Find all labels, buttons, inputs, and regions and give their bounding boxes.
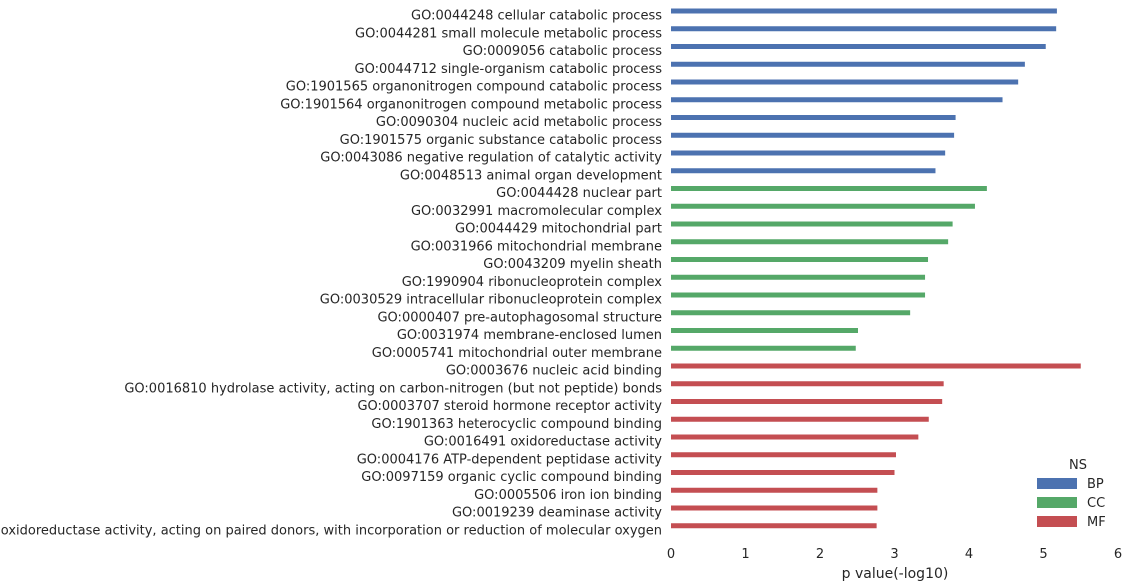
bar-mf <box>671 523 877 529</box>
bar-cc <box>671 257 929 262</box>
bar-mf <box>671 416 929 422</box>
bar-cc <box>671 328 858 333</box>
bar-bp <box>671 8 1057 14</box>
bar-bp <box>671 132 955 138</box>
y-tick-label: GO:1901565 organonitrogen compound catab… <box>286 80 662 95</box>
y-tick-label: GO:1901363 heterocyclic compound binding <box>371 417 662 432</box>
y-tick-label: GO:0004176 ATP-dependent peptidase activ… <box>357 452 663 467</box>
bar-bp <box>671 79 1019 85</box>
y-tick-label: GO:0030529 intracellular ribonucleoprote… <box>320 293 663 308</box>
y-tick-label: GO:0019239 deaminase activity <box>452 506 662 521</box>
y-tick-label: GO:0044281 small molecule metabolic proc… <box>355 26 662 41</box>
y-tick-label: GO:0097159 organic cyclic compound bindi… <box>361 470 662 485</box>
legend-swatch <box>1037 497 1077 508</box>
x-tick-label: 0 <box>667 547 675 562</box>
y-tick-label: GO:0044712 single-organism catabolic pro… <box>355 62 663 77</box>
legend-item-cc: CC <box>1037 496 1105 511</box>
bar-mf <box>671 505 878 511</box>
x-tick-labels: 0 1 2 3 4 5 6 <box>667 547 1122 562</box>
bar-cc <box>671 310 911 316</box>
y-tick-label: GO:0044428 nuclear part <box>496 186 662 201</box>
x-tick-label: 1 <box>741 547 749 562</box>
x-tick-label: 2 <box>816 547 824 562</box>
y-tick-label: GO:0031974 membrane-enclosed lumen <box>397 328 662 343</box>
y-tick-label: GO:0043209 myelin sheath <box>483 257 662 272</box>
y-tick-label: GO:0000407 pre-autophagosomal structure <box>377 310 662 325</box>
y-tick-label: GO:0048513 animal organ development <box>400 168 662 183</box>
legend-label: MF <box>1087 515 1106 530</box>
y-tick-label: GO:0031966 mitochondrial membrane <box>411 239 662 254</box>
x-tick-label: 5 <box>1039 547 1047 562</box>
x-tick-label: 6 <box>1114 547 1122 562</box>
y-tick-label: GO:0044429 mitochondrial part <box>455 222 662 237</box>
bar-bp <box>671 26 1057 32</box>
bar-bp <box>671 61 1025 67</box>
bar-cc <box>671 292 926 298</box>
bar-bp <box>671 115 956 120</box>
bar-cc <box>671 186 987 191</box>
y-tick-label: GO:0016491 oxidoreductase activity <box>424 435 662 450</box>
bar-mf <box>671 399 943 404</box>
y-tick-label: GO:0090304 nucleic acid metabolic proces… <box>376 115 662 130</box>
x-tick-label: 3 <box>890 547 898 562</box>
bars-layer <box>671 8 1081 529</box>
bar-cc <box>671 221 953 227</box>
bar-mf <box>671 363 1081 369</box>
legend-title: NS <box>1069 458 1087 473</box>
bar-cc <box>671 203 975 209</box>
y-tick-label: GO:0003676 nucleic acid binding <box>446 364 662 379</box>
x-axis-label: p value(-log10) <box>842 566 949 582</box>
legend-label: CC <box>1087 496 1105 511</box>
legend-label: BP <box>1087 477 1104 492</box>
y-tick-label: GO:0005506 iron ion binding <box>474 488 662 503</box>
x-tick-label: 4 <box>965 547 973 562</box>
legend-swatch <box>1037 516 1077 527</box>
y-tick-label: GO:0016705 oxidoreductase activity, acti… <box>0 523 662 538</box>
bar-mf <box>671 434 919 440</box>
y-tick-label: GO:1901564 organonitrogen compound metab… <box>280 97 662 112</box>
y-tick-labels: GO:0044248 cellular catabolic process GO:… <box>0 9 662 539</box>
bar-mf <box>671 381 944 387</box>
y-tick-label: GO:0009056 catabolic process <box>463 44 663 59</box>
legend: NS BP CC MF <box>1037 458 1106 530</box>
bar-mf <box>671 487 878 493</box>
bar-bp <box>671 150 946 156</box>
y-tick-label: GO:0005741 mitochondrial outer membrane <box>372 346 662 361</box>
y-tick-label: GO:0032991 macromolecular complex <box>411 204 662 219</box>
y-tick-label: GO:0044248 cellular catabolic process <box>411 9 662 24</box>
bar-cc <box>671 345 856 351</box>
bar-bp <box>671 44 1046 49</box>
y-tick-label: GO:0003707 steroid hormone receptor acti… <box>357 399 662 414</box>
bar-mf <box>671 452 896 458</box>
legend-item-mf: MF <box>1037 515 1106 530</box>
y-tick-label: GO:0043086 negative regulation of cataly… <box>320 151 662 166</box>
y-tick-label: GO:1901575 organic substance catabolic p… <box>340 133 663 148</box>
bar-bp <box>671 168 936 174</box>
bar-cc <box>671 274 926 280</box>
legend-swatch <box>1037 478 1077 489</box>
bar-bp <box>671 97 1003 103</box>
legend-item-bp: BP <box>1037 477 1104 492</box>
legend-items: BP CC MF <box>1037 477 1106 530</box>
bar-cc <box>671 239 949 245</box>
bar-mf <box>671 470 895 475</box>
y-tick-label: GO:1990904 ribonucleoprotein complex <box>402 275 663 290</box>
y-tick-label: GO:0016810 hydrolase activity, acting on… <box>124 381 662 396</box>
